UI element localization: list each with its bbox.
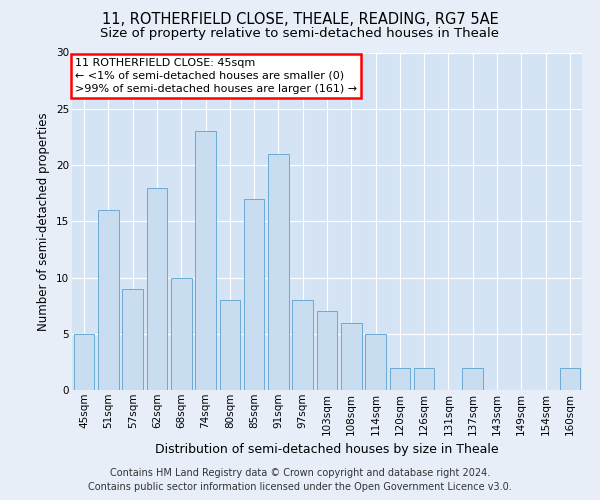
X-axis label: Distribution of semi-detached houses by size in Theale: Distribution of semi-detached houses by … bbox=[155, 443, 499, 456]
Bar bbox=[317, 311, 337, 390]
Y-axis label: Number of semi-detached properties: Number of semi-detached properties bbox=[37, 112, 50, 330]
Bar bbox=[365, 334, 386, 390]
Text: Contains HM Land Registry data © Crown copyright and database right 2024.
Contai: Contains HM Land Registry data © Crown c… bbox=[88, 468, 512, 492]
Bar bbox=[122, 289, 143, 390]
Bar bbox=[171, 278, 191, 390]
Text: Size of property relative to semi-detached houses in Theale: Size of property relative to semi-detach… bbox=[101, 28, 499, 40]
Text: 11, ROTHERFIELD CLOSE, THEALE, READING, RG7 5AE: 11, ROTHERFIELD CLOSE, THEALE, READING, … bbox=[101, 12, 499, 28]
Bar bbox=[220, 300, 240, 390]
Bar bbox=[146, 188, 167, 390]
Bar bbox=[389, 368, 410, 390]
Text: 11 ROTHERFIELD CLOSE: 45sqm
← <1% of semi-detached houses are smaller (0)
>99% o: 11 ROTHERFIELD CLOSE: 45sqm ← <1% of sem… bbox=[74, 58, 356, 94]
Bar bbox=[463, 368, 483, 390]
Bar bbox=[560, 368, 580, 390]
Bar bbox=[244, 198, 265, 390]
Bar bbox=[195, 131, 216, 390]
Bar bbox=[74, 334, 94, 390]
Bar bbox=[268, 154, 289, 390]
Bar bbox=[414, 368, 434, 390]
Bar bbox=[98, 210, 119, 390]
Bar bbox=[341, 322, 362, 390]
Bar bbox=[292, 300, 313, 390]
